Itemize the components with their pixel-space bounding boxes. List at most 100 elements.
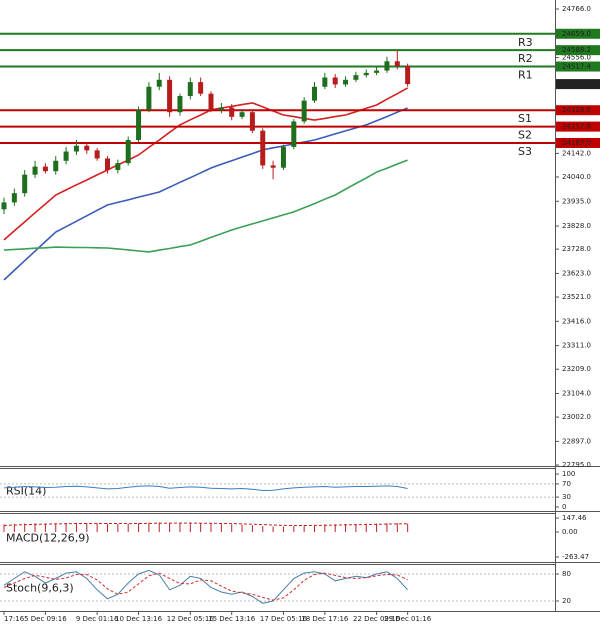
histogram-bar (65, 522, 67, 532)
last-price-box (556, 79, 600, 90)
candle-body (167, 79, 173, 113)
level-name: R2 (518, 52, 533, 65)
y-tick-label: 20 (562, 597, 571, 605)
last-price-label: 24441.5 (562, 80, 591, 88)
candle-body (11, 193, 17, 203)
histogram-bar (231, 524, 233, 532)
candle-body (260, 130, 266, 166)
histogram-bar (396, 523, 398, 532)
candle-body (322, 77, 328, 87)
candle-body (42, 166, 48, 172)
indicator-line (3, 569, 408, 604)
histogram-bar (272, 526, 274, 532)
time-label: 17:16 (4, 615, 25, 623)
histogram-bar (189, 523, 191, 532)
candle-body (187, 82, 193, 97)
histogram-bar (127, 523, 129, 532)
histogram-bar (75, 522, 77, 532)
histogram-bar (3, 524, 5, 532)
candle-body (218, 107, 224, 110)
level-name: R3 (518, 36, 533, 49)
time-label: 5 Dec 09:16 (24, 615, 67, 623)
signal-line (3, 522, 408, 526)
candle-body (394, 61, 400, 66)
histogram-bar (303, 525, 305, 532)
level-name: S1 (518, 112, 532, 125)
level-price-label: 24588.2 (562, 46, 591, 54)
histogram-bar (55, 523, 57, 532)
candle-body (22, 174, 28, 194)
candle-body (94, 150, 100, 159)
time-label: 15 Dec 13:16 (208, 615, 256, 623)
histogram-bar (324, 524, 326, 532)
candle-body (343, 79, 349, 85)
time-label: 12 Dec 05:16 (167, 615, 215, 623)
level-price-box (556, 61, 600, 72)
candle-body (156, 79, 162, 87)
histogram-bar (386, 523, 388, 532)
y-tick-label: 23002.0 (562, 413, 591, 421)
histogram-bar (345, 524, 347, 532)
level-name: S3 (518, 145, 532, 158)
y-tick-label: 70 (562, 480, 571, 488)
y-tick-label: 23828.0 (562, 222, 591, 230)
histogram-bar (334, 524, 336, 532)
histogram-bar (86, 522, 88, 532)
candle-body (312, 86, 317, 101)
candle-body (405, 65, 411, 85)
indicator-title: Stoch(9,6,3) (6, 582, 74, 595)
time-label: 22 Dec 09:16 (353, 615, 401, 623)
level-price-box (556, 45, 600, 56)
candle-body (63, 151, 69, 161)
y-tick-label: 24766.0 (562, 5, 591, 13)
candle-body (105, 158, 110, 171)
y-tick-label: 23728.0 (562, 245, 591, 253)
histogram-bar (251, 525, 253, 532)
moving-average (3, 107, 408, 281)
candle-body (270, 165, 276, 168)
level-price-box (556, 105, 600, 116)
y-tick-label: 0 (562, 503, 566, 511)
indicator-line (3, 572, 408, 601)
level-price-box (556, 121, 600, 132)
histogram-bar (96, 523, 98, 532)
histogram-bar (24, 523, 26, 532)
candle-body (353, 75, 359, 80)
candle-body (73, 145, 79, 152)
histogram-bar (44, 523, 46, 532)
time-label: 17 Dec 05:16 (260, 615, 308, 623)
y-tick-label: 23521.0 (562, 293, 591, 301)
histogram-bar (117, 523, 119, 532)
candle-body (363, 72, 369, 76)
y-tick-label: 23104.0 (562, 390, 591, 398)
time-label: 10 Dec 13:16 (115, 615, 163, 623)
level-name: S2 (518, 129, 532, 142)
level-price-label: 24187.0 (562, 139, 591, 147)
histogram-bar (158, 522, 160, 532)
candle-body (301, 100, 307, 122)
candle-body (32, 166, 38, 175)
histogram-bar (13, 523, 15, 532)
moving-average (3, 159, 408, 253)
histogram-bar (262, 526, 264, 532)
indicator-title: RSI(14) (6, 485, 46, 498)
candle-body (198, 82, 204, 94)
candle-body (239, 112, 245, 117)
candle-body (136, 109, 142, 140)
level-price-label: 24257.8 (562, 123, 591, 131)
indicator-line (3, 485, 408, 492)
candle-body (332, 77, 338, 85)
candle-body (115, 163, 121, 171)
histogram-bar (210, 523, 212, 532)
level-price-box (556, 28, 600, 39)
histogram-bar (220, 524, 222, 532)
histogram-bar (293, 526, 295, 532)
y-tick-label: 147.46 (562, 514, 587, 522)
y-tick-label: 100 (562, 470, 575, 478)
candle-body (208, 93, 214, 110)
y-tick-label: 22897.0 (562, 437, 591, 445)
candle-body (146, 86, 152, 110)
histogram-bar (365, 523, 367, 532)
